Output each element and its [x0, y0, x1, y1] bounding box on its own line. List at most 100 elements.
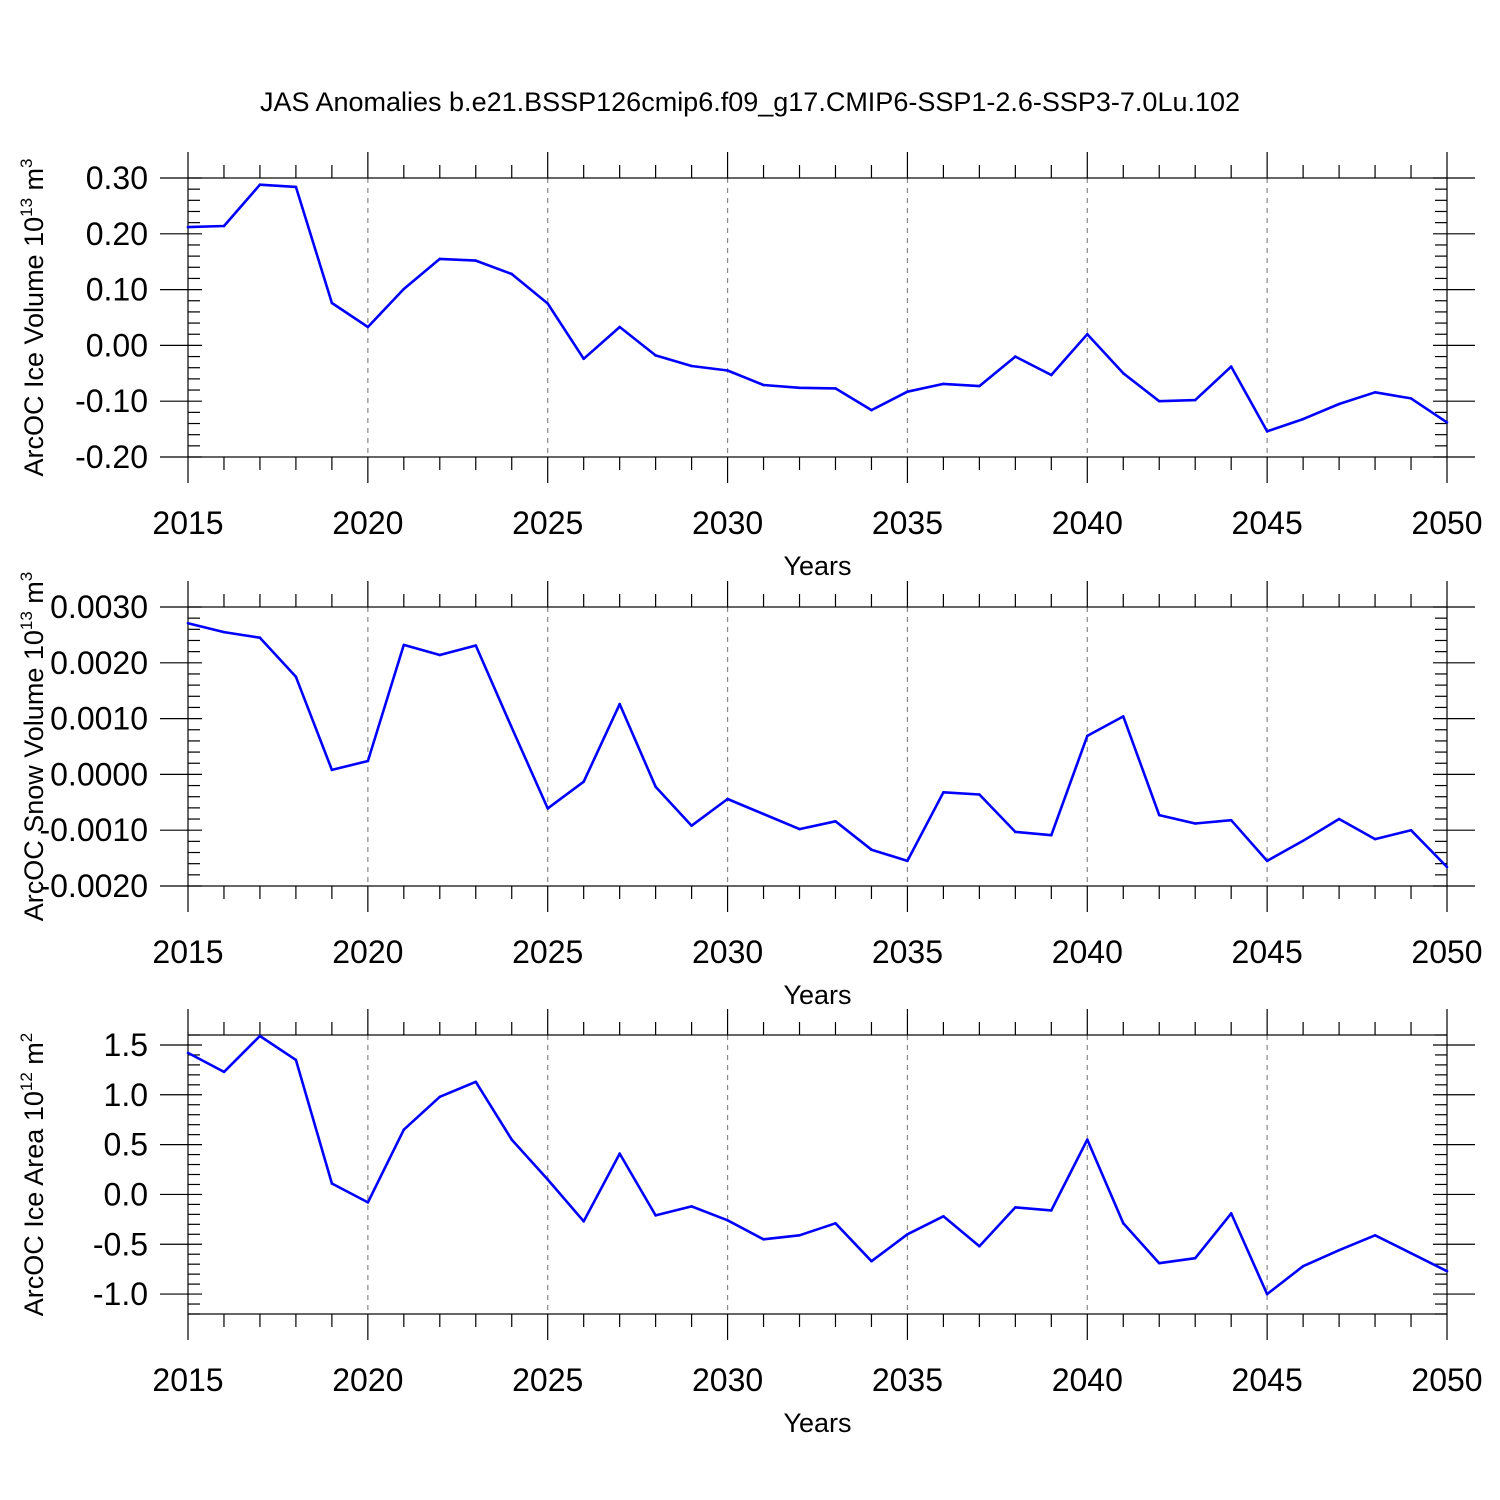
x-tick-label: 2045 [1232, 934, 1303, 970]
data-point [366, 1201, 370, 1204]
data-point [906, 390, 909, 394]
y-tick-label: -0.0010 [39, 812, 148, 848]
data-point [618, 702, 621, 706]
data-point [654, 354, 657, 357]
data-point [1265, 859, 1269, 863]
y-tick-label: 0.5 [104, 1127, 148, 1163]
data-point [1445, 421, 1449, 424]
x-tick-label: 2030 [692, 934, 763, 970]
data-point [1337, 402, 1341, 406]
data-point [834, 819, 837, 823]
x-tick-label: 2040 [1052, 934, 1123, 970]
data-point [222, 224, 226, 228]
data-point [690, 1205, 693, 1208]
data-point [726, 369, 729, 372]
y-tick-label: 1.5 [104, 1027, 148, 1063]
data-point [1193, 398, 1197, 402]
data-point [294, 675, 298, 679]
data-point [1157, 1261, 1161, 1265]
data-point [474, 259, 478, 262]
data-point [978, 384, 981, 388]
data-point [906, 1232, 909, 1236]
data-point [798, 386, 801, 390]
y-tick-label: -0.5 [93, 1226, 148, 1262]
data-point [870, 1259, 873, 1263]
data-point [1085, 734, 1089, 738]
data-point [1373, 1233, 1377, 1237]
series-line-snow-volume [187, 621, 1448, 868]
data-point [1193, 1256, 1197, 1260]
data-point [1409, 828, 1413, 832]
data-point [798, 827, 801, 831]
data-point [1085, 1138, 1089, 1141]
data-point [294, 1058, 298, 1062]
data-point [1229, 1212, 1233, 1215]
y-axis-label: ArcOC Ice Area 1012 m2 [17, 1033, 49, 1317]
data-point [582, 780, 585, 783]
data-point [906, 859, 909, 863]
data-point [1409, 1251, 1413, 1255]
data-point [1050, 833, 1053, 837]
data-point [762, 812, 765, 816]
data-point [1373, 390, 1377, 394]
data-point [870, 848, 873, 852]
data-point [510, 1138, 514, 1141]
data-point [834, 1222, 837, 1225]
data-point [1121, 715, 1125, 718]
data-point [1229, 818, 1233, 822]
data-point [942, 790, 945, 794]
data-point [1014, 1206, 1017, 1209]
x-tick-label: 2015 [152, 934, 223, 970]
data-point [546, 1178, 550, 1181]
x-tick-label: 2025 [512, 934, 583, 970]
data-point [1265, 430, 1269, 433]
data-point [474, 644, 478, 647]
data-point [330, 1182, 334, 1185]
chart-title: JAS Anomalies b.e21.BSSP126cmip6.f09_g17… [260, 87, 1240, 117]
x-tick-label: 2050 [1411, 1362, 1482, 1398]
data-point [1337, 1248, 1341, 1252]
x-tick-label: 2025 [512, 505, 583, 541]
data-point [438, 257, 442, 261]
data-point [546, 302, 550, 305]
data-point [1337, 817, 1341, 821]
y-tick-label: 0.0 [104, 1176, 148, 1212]
x-tick-label: 2040 [1052, 505, 1123, 541]
data-point [690, 364, 693, 368]
data-point [762, 383, 765, 387]
x-axis-label: Years [783, 980, 851, 1010]
x-axis-label: Years [783, 1408, 851, 1438]
data-point [726, 797, 729, 801]
x-tick-label: 2040 [1052, 1362, 1123, 1398]
data-point [1373, 837, 1377, 841]
data-point [942, 1215, 945, 1218]
series-line-ice-area [187, 1034, 1448, 1296]
data-point [294, 185, 298, 189]
data-point [1445, 865, 1449, 869]
data-point [438, 1095, 442, 1099]
plot-frame [187, 606, 1448, 887]
data-point [1409, 397, 1413, 400]
x-tick-label: 2050 [1411, 934, 1482, 970]
plot-frame [187, 177, 1448, 458]
data-point [510, 726, 514, 729]
x-tick-label: 2050 [1411, 505, 1482, 541]
data-point [1301, 1264, 1305, 1268]
data-point [1157, 399, 1161, 403]
x-tick-label: 2045 [1232, 1362, 1303, 1398]
data-point [330, 768, 334, 772]
series-line-ice-volume [187, 183, 1448, 433]
x-tick-label: 2025 [512, 1362, 583, 1398]
data-point [366, 325, 370, 329]
data-point [366, 759, 370, 763]
x-tick-label: 2015 [152, 1362, 223, 1398]
data-point [402, 287, 406, 291]
x-tick-label: 2020 [332, 1362, 403, 1398]
data-point [1050, 1209, 1053, 1212]
data-point [1157, 813, 1161, 817]
data-point [582, 357, 585, 361]
x-tick-label: 2015 [152, 505, 223, 541]
y-tick-label: 0.0030 [50, 589, 148, 625]
panel-snow-volume: 0.00300.00200.00100.0000-0.0010-0.002020… [17, 572, 1483, 1010]
x-tick-label: 2030 [692, 1362, 763, 1398]
